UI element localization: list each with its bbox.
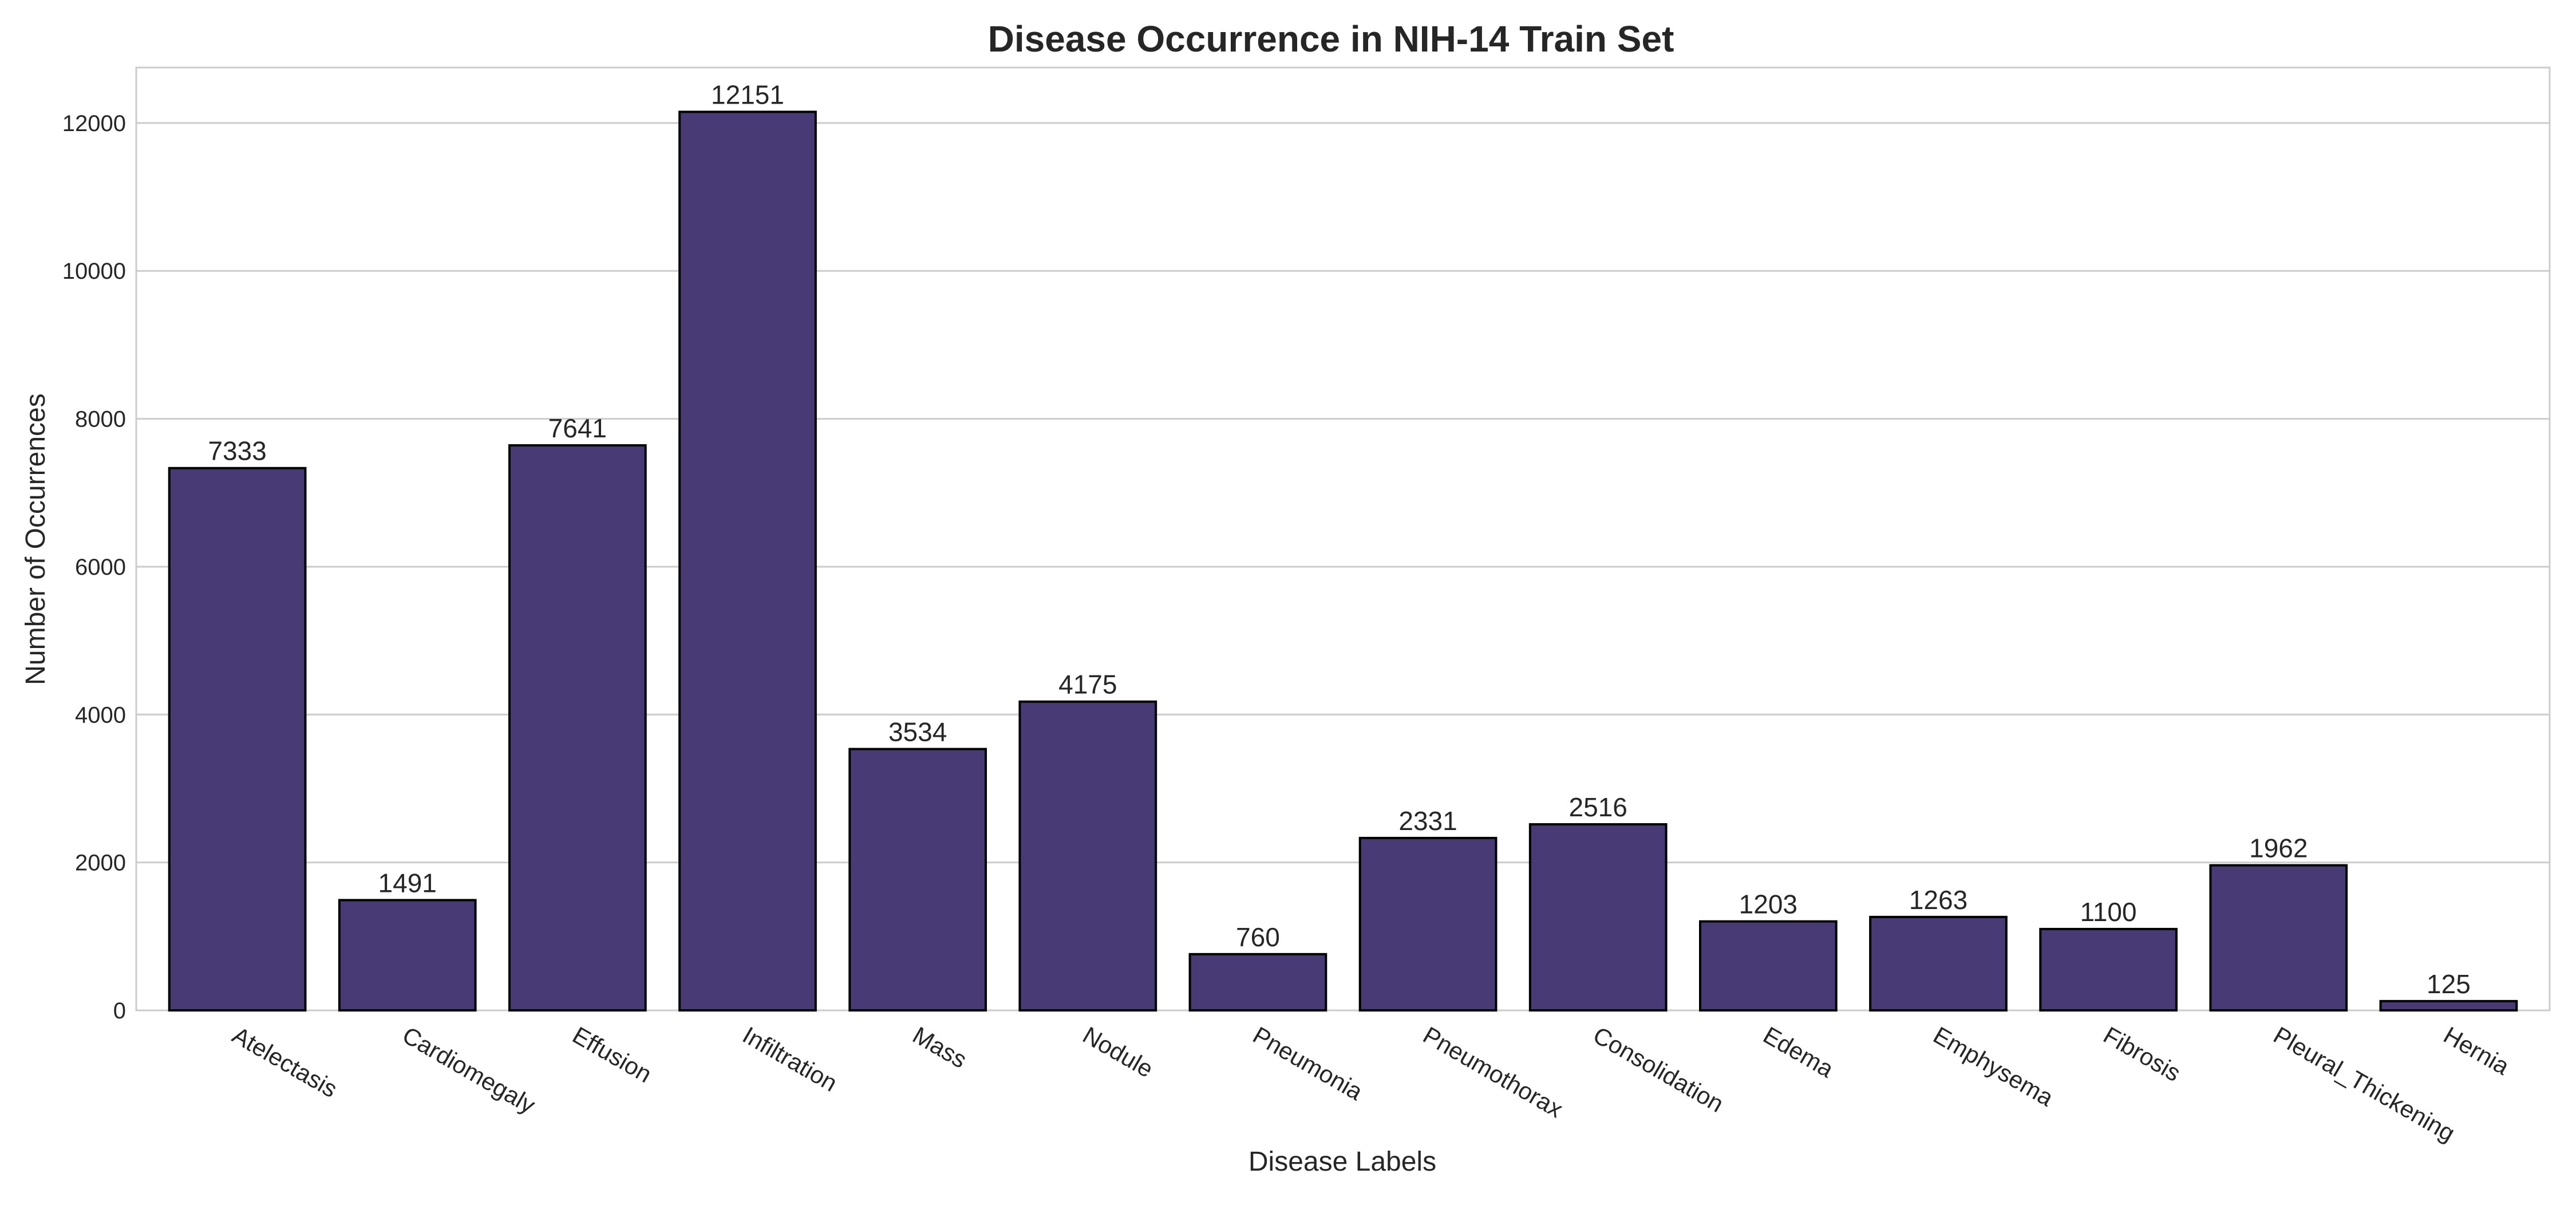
data-labels: 7333 1491 7641 12151 3534 4175 760 2331 2516 1203… [208, 80, 2470, 998]
data-label: 12151 [711, 80, 784, 109]
data-label: 2516 [1569, 792, 1627, 822]
y-axis-ticks: 0 2000 4000 6000 8000 10000 12000 [62, 111, 126, 1024]
bar [1018, 700, 1157, 1012]
bars [168, 110, 2518, 1012]
data-label: 2331 [1398, 806, 1457, 836]
data-label: 7641 [548, 413, 607, 443]
data-label: 1100 [2080, 897, 2137, 927]
bar [1699, 920, 1838, 1012]
data-label: 1263 [1909, 885, 1967, 915]
data-label: 125 [2427, 969, 2471, 999]
bar [2209, 864, 2348, 1012]
y-tick-label: 8000 [75, 407, 126, 432]
y-tick-label: 4000 [75, 702, 126, 728]
data-label: 1203 [1739, 890, 1797, 919]
data-label: 4175 [1058, 670, 1117, 700]
chart-title: Disease Occurrence in NIH-14 Train Set [988, 18, 1674, 60]
bar [1358, 836, 1498, 1012]
bar [2039, 927, 2178, 1012]
bar [1188, 953, 1327, 1012]
bar [338, 899, 477, 1012]
y-tick-label: 12000 [62, 111, 126, 136]
bar [848, 748, 987, 1012]
data-label: 1962 [2249, 833, 2308, 863]
y-axis-label: Number of Occurrences [21, 393, 51, 685]
y-tick-label: 2000 [75, 851, 126, 876]
bar [2379, 999, 2518, 1012]
bar [1528, 823, 1668, 1012]
bar [1869, 915, 2008, 1012]
bar [508, 444, 647, 1012]
bar [168, 467, 307, 1012]
y-tick-label: 6000 [75, 555, 126, 580]
x-axis-label: Disease Labels [1249, 1147, 1436, 1177]
data-label: 7333 [208, 436, 266, 466]
data-label: 1491 [378, 868, 437, 898]
data-label: 3534 [888, 717, 947, 746]
bar [678, 110, 817, 1012]
y-tick-label: 0 [113, 998, 126, 1024]
data-label: 760 [1236, 922, 1280, 952]
plot-frame [135, 66, 2551, 1012]
y-tick-label: 10000 [62, 259, 126, 284]
